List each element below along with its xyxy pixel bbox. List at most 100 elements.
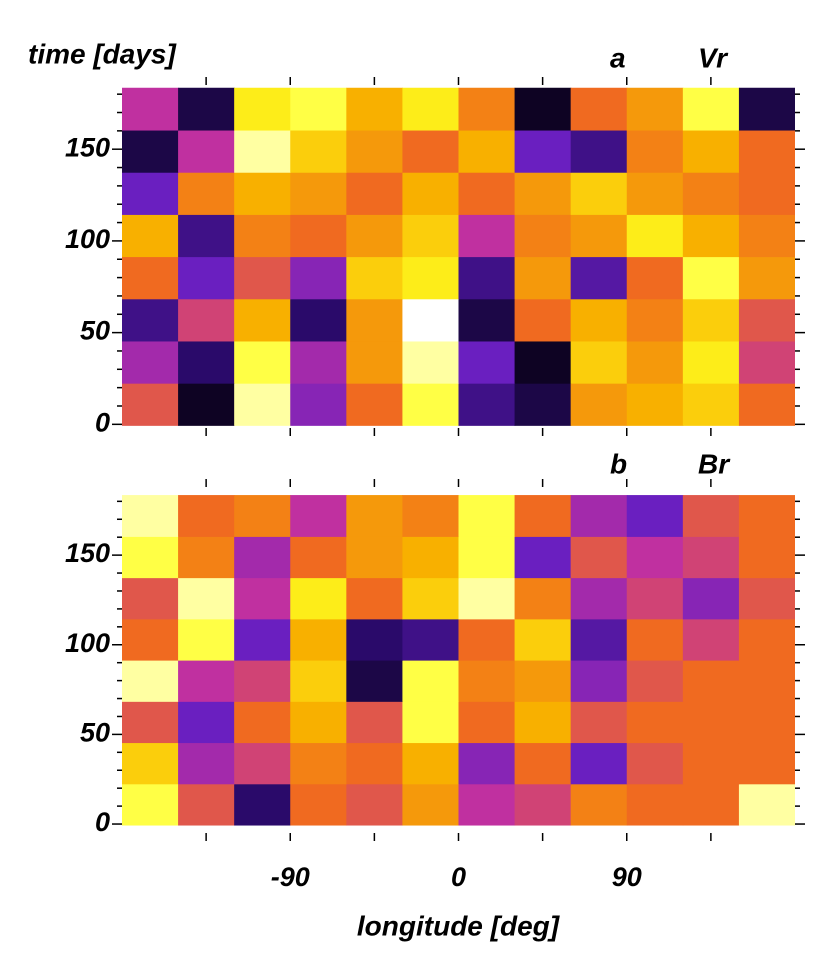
y-tick-label: 100 <box>65 224 110 254</box>
heatmap-cell <box>178 298 235 342</box>
heatmap-cell <box>178 129 235 173</box>
heatmap-cell <box>402 660 460 702</box>
heatmap-cell <box>122 256 179 300</box>
heatmap-cell <box>458 660 516 702</box>
heatmap-cell <box>290 298 347 342</box>
heatmap-cell <box>346 256 404 300</box>
heatmap-cell <box>122 618 179 661</box>
heatmap-cell <box>402 783 460 826</box>
heatmap-cell <box>234 495 291 537</box>
heatmap-cell <box>346 129 404 173</box>
heatmap-cell <box>458 129 516 173</box>
heatmap-cell <box>346 577 404 620</box>
heatmap-cell <box>122 577 179 620</box>
heatmap-cell <box>514 129 572 173</box>
heatmap-cell <box>178 340 235 384</box>
heatmap-cell <box>122 214 179 258</box>
heatmap-cell <box>178 172 235 215</box>
heatmap-cell <box>122 536 179 579</box>
heatmap-cell <box>514 701 572 744</box>
heatmap-cell <box>346 618 404 661</box>
heatmap-cell <box>514 87 572 131</box>
heatmap-cell <box>514 383 572 426</box>
heatmap-cell <box>234 577 291 620</box>
heatmap-cell <box>570 298 628 342</box>
heatmap-cell <box>290 701 347 744</box>
heatmap-cell <box>178 256 235 300</box>
heatmap-cell <box>682 783 740 826</box>
y-tick-label: 50 <box>80 718 110 748</box>
heatmap-cell <box>402 577 460 620</box>
heatmap <box>122 495 795 826</box>
heatmap-cell <box>122 298 179 342</box>
heatmap-cell <box>738 701 795 744</box>
heatmap-cell <box>290 660 347 702</box>
y-tick-label: 100 <box>65 628 110 658</box>
heatmap-cell <box>178 214 235 258</box>
heatmap-cell <box>346 383 404 426</box>
heatmap-cell <box>178 783 235 826</box>
heatmap-cell <box>626 298 684 342</box>
heatmap-cell <box>178 618 235 661</box>
heatmap-cell <box>570 87 628 131</box>
heatmap-cell <box>570 536 628 579</box>
heatmap-cell <box>570 256 628 300</box>
heatmap-cell <box>626 577 684 620</box>
heatmap-cell <box>514 577 572 620</box>
heatmap-cell <box>178 495 235 537</box>
heatmap-cell <box>458 87 516 131</box>
heatmap <box>122 87 795 426</box>
heatmap-cell <box>178 87 235 131</box>
heatmap-cell <box>738 783 795 826</box>
heatmap-cell <box>458 340 516 384</box>
heatmap-cell <box>346 536 404 579</box>
heatmap-cell <box>178 701 235 744</box>
heatmap-cell <box>290 256 347 300</box>
heatmap-cell <box>290 129 347 173</box>
heatmap-cell <box>402 495 460 537</box>
heatmap-cell <box>346 340 404 384</box>
heatmap-cell <box>346 783 404 826</box>
heatmap-cell <box>402 214 460 258</box>
panel-label: b <box>610 448 627 479</box>
heatmap-cell <box>122 783 179 826</box>
heatmap-cell <box>290 742 347 785</box>
heatmap-cell <box>626 214 684 258</box>
x-axis-label: longitude [deg] <box>357 910 561 941</box>
heatmap-cell <box>570 742 628 785</box>
heatmap-cell <box>346 172 404 215</box>
panel-variable: Br <box>698 448 731 479</box>
heatmap-cell <box>738 660 795 702</box>
heatmap-cell <box>234 298 291 342</box>
heatmap-cell <box>178 660 235 702</box>
x-tick-label: 90 <box>612 862 642 892</box>
heatmap-cell <box>626 172 684 215</box>
heatmap-cell <box>682 660 740 702</box>
heatmap-cell <box>626 783 684 826</box>
heatmap-cell <box>514 172 572 215</box>
heatmap-cell <box>346 495 404 537</box>
heatmap-cell <box>682 383 740 426</box>
heatmap-cell <box>290 87 347 131</box>
heatmap-cell <box>458 742 516 785</box>
heatmap-cell <box>290 495 347 537</box>
heatmap-cell <box>122 495 179 537</box>
heatmap-cell <box>234 618 291 661</box>
heatmap-cell <box>570 214 628 258</box>
heatmap-cell <box>682 87 740 131</box>
heatmap-cell <box>122 742 179 785</box>
x-tick-label: 0 <box>451 862 466 892</box>
heatmap-cell <box>514 536 572 579</box>
heatmap-cell <box>458 383 516 426</box>
heatmap-cell <box>570 495 628 537</box>
heatmap-cell <box>458 783 516 826</box>
heatmap-cell <box>402 298 460 342</box>
y-tick-label: 150 <box>65 538 110 568</box>
heatmap-cell <box>346 742 404 785</box>
heatmap-cell <box>738 742 795 785</box>
heatmap-cell <box>570 129 628 173</box>
heatmap-cell <box>738 214 795 258</box>
heatmap-cell <box>514 618 572 661</box>
y-tick-label: 0 <box>95 407 110 437</box>
heatmap-cell <box>458 536 516 579</box>
